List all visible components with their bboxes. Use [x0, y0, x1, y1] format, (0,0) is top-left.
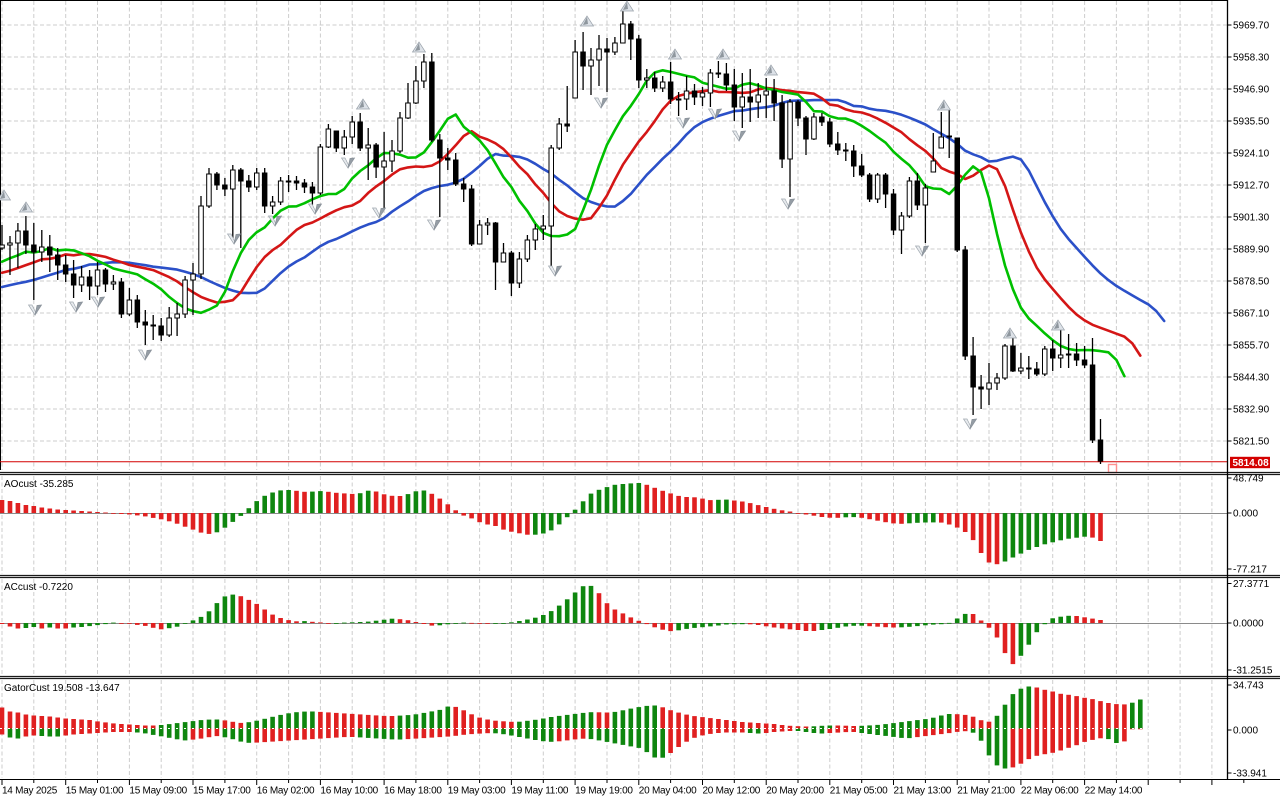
svg-text:5969.70: 5969.70	[1233, 21, 1270, 32]
svg-text:20 May 04:00: 20 May 04:00	[639, 786, 697, 797]
svg-text:5867.10: 5867.10	[1233, 309, 1270, 320]
svg-text:5901.30: 5901.30	[1233, 213, 1270, 224]
svg-text:19 May 03:00: 19 May 03:00	[448, 786, 506, 797]
svg-text:16 May 02:00: 16 May 02:00	[257, 786, 315, 797]
svg-text:34.743: 34.743	[1233, 681, 1264, 692]
svg-text:15 May 09:00: 15 May 09:00	[129, 786, 187, 797]
svg-text:5912.70: 5912.70	[1233, 181, 1270, 192]
svg-text:22 May 06:00: 22 May 06:00	[1021, 786, 1079, 797]
svg-text:14 May 2025: 14 May 2025	[2, 786, 58, 797]
svg-text:5855.70: 5855.70	[1233, 341, 1270, 352]
svg-text:AOcust -35.285: AOcust -35.285	[4, 479, 74, 490]
svg-text:20 May 20:00: 20 May 20:00	[766, 786, 824, 797]
svg-text:5814.08: 5814.08	[1233, 458, 1270, 469]
svg-text:15 May 17:00: 15 May 17:00	[193, 786, 251, 797]
svg-text:-31.2515: -31.2515	[1233, 666, 1273, 677]
svg-text:-33.941: -33.941	[1233, 769, 1267, 780]
svg-text:21 May 05:00: 21 May 05:00	[830, 786, 888, 797]
svg-text:GatorCust 19.508 -13.647: GatorCust 19.508 -13.647	[4, 683, 120, 694]
svg-text:21 May 13:00: 21 May 13:00	[894, 786, 952, 797]
svg-text:48.749: 48.749	[1233, 474, 1264, 485]
svg-text:5958.30: 5958.30	[1233, 53, 1270, 64]
svg-text:0.0000: 0.0000	[1233, 619, 1264, 630]
svg-text:5878.50: 5878.50	[1233, 277, 1270, 288]
svg-text:0.000: 0.000	[1233, 509, 1258, 520]
svg-text:5832.90: 5832.90	[1233, 405, 1270, 416]
svg-text:5935.50: 5935.50	[1233, 117, 1270, 128]
svg-text:ACcust -0.7220: ACcust -0.7220	[4, 582, 73, 593]
svg-text:16 May 10:00: 16 May 10:00	[320, 786, 378, 797]
svg-text:5889.90: 5889.90	[1233, 245, 1270, 256]
svg-text:5844.30: 5844.30	[1233, 373, 1270, 384]
svg-text:22 May 14:00: 22 May 14:00	[1085, 786, 1143, 797]
svg-text:27.3771: 27.3771	[1233, 579, 1270, 590]
svg-text:5946.90: 5946.90	[1233, 85, 1270, 96]
svg-text:21 May 21:00: 21 May 21:00	[957, 786, 1015, 797]
svg-text:19 May 19:00: 19 May 19:00	[575, 786, 633, 797]
svg-text:-77.217: -77.217	[1233, 565, 1267, 576]
svg-text:20 May 12:00: 20 May 12:00	[703, 786, 761, 797]
svg-text:0.000: 0.000	[1233, 726, 1258, 737]
svg-text:15 May 01:00: 15 May 01:00	[66, 786, 124, 797]
svg-text:16 May 18:00: 16 May 18:00	[384, 786, 442, 797]
svg-text:5821.50: 5821.50	[1233, 437, 1270, 448]
svg-text:5924.10: 5924.10	[1233, 149, 1270, 160]
svg-text:19 May 11:00: 19 May 11:00	[511, 786, 569, 797]
